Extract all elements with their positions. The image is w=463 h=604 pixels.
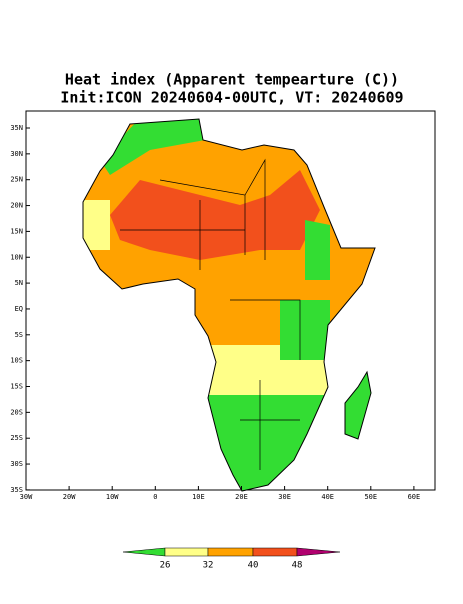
lat-label: 10N xyxy=(10,253,23,261)
colorbar-label: 48 xyxy=(292,561,303,571)
lon-label: 50E xyxy=(364,493,377,501)
lat-label: EQ xyxy=(15,305,23,313)
lon-label: 30W xyxy=(20,493,33,501)
lat-label: 30N xyxy=(10,150,23,158)
lat-label: 10S xyxy=(10,357,23,365)
madagascar xyxy=(344,370,372,440)
lat-label: 15S xyxy=(10,383,23,391)
colorbar-label: 40 xyxy=(248,561,259,571)
red-sahel xyxy=(110,170,320,260)
lat-label: 35S xyxy=(10,486,23,494)
colorbar-segment xyxy=(296,547,341,557)
lat-label: 5N xyxy=(15,279,23,287)
title: Heat index (Apparent tempearture (C)) xyxy=(65,71,399,89)
colorbar-label: 32 xyxy=(203,561,214,571)
lat-label: 15N xyxy=(10,227,23,235)
lat-label: 30S xyxy=(10,460,23,468)
colorbar-segment xyxy=(207,547,254,557)
green-north xyxy=(100,119,210,175)
lat-label: 20N xyxy=(10,202,23,210)
lon-label: 0 xyxy=(153,493,157,501)
lat-label: 35N xyxy=(10,124,23,132)
green-ethiopia xyxy=(305,220,330,280)
lon-label: 60E xyxy=(408,493,421,501)
colorbar-segment xyxy=(164,547,209,557)
subtitle: Init:ICON 20240604-00UTC, VT: 20240609 xyxy=(60,89,403,107)
lon-label: 40E xyxy=(321,493,334,501)
lon-label: 10W xyxy=(106,493,119,501)
colorbar-segment xyxy=(252,547,298,557)
lat-label: 20S xyxy=(10,408,23,416)
lon-label: 30E xyxy=(278,493,291,501)
lat-label: 25N xyxy=(10,176,23,184)
borders xyxy=(120,158,301,470)
colorbar-segment xyxy=(122,547,166,557)
yellow-west xyxy=(83,200,110,250)
lon-label: 20W xyxy=(63,493,76,501)
lon-label: 10E xyxy=(192,493,205,501)
green-east xyxy=(280,300,330,360)
coastline xyxy=(82,118,376,492)
lat-label: 25S xyxy=(10,434,23,442)
lat-label: 5S xyxy=(15,331,23,339)
colorbar-label: 26 xyxy=(160,561,171,571)
lon-label: 20E xyxy=(235,493,248,501)
